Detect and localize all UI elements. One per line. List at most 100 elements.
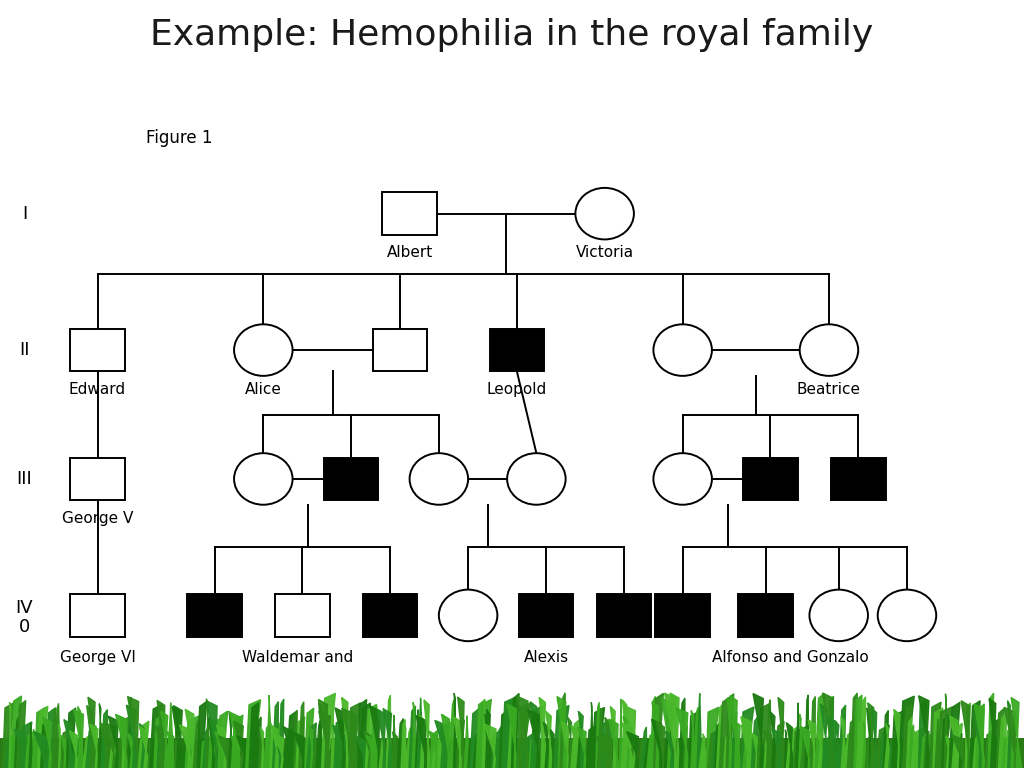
Bar <box>0 738 1024 768</box>
Polygon shape <box>880 729 887 768</box>
Text: 0: 0 <box>18 617 30 636</box>
Polygon shape <box>46 708 55 768</box>
Polygon shape <box>1011 714 1016 768</box>
Polygon shape <box>622 723 636 768</box>
Polygon shape <box>691 710 696 768</box>
Polygon shape <box>496 725 502 768</box>
Ellipse shape <box>575 188 634 240</box>
Polygon shape <box>207 701 219 768</box>
Polygon shape <box>266 695 272 768</box>
Polygon shape <box>689 711 699 768</box>
Bar <box>738 594 793 637</box>
Polygon shape <box>404 723 408 768</box>
Polygon shape <box>966 703 971 768</box>
Polygon shape <box>666 731 676 768</box>
Polygon shape <box>847 717 856 768</box>
Polygon shape <box>799 714 804 768</box>
Polygon shape <box>88 697 97 768</box>
Polygon shape <box>517 696 531 768</box>
Polygon shape <box>741 725 751 768</box>
Polygon shape <box>778 697 785 768</box>
Polygon shape <box>647 730 658 768</box>
Polygon shape <box>167 703 174 768</box>
Polygon shape <box>796 703 801 768</box>
Polygon shape <box>392 715 396 768</box>
Text: II: II <box>19 341 30 359</box>
Polygon shape <box>58 724 61 768</box>
Polygon shape <box>104 722 118 768</box>
Polygon shape <box>218 711 227 768</box>
Polygon shape <box>500 710 508 768</box>
Polygon shape <box>383 709 395 768</box>
Polygon shape <box>567 717 574 768</box>
Text: III: III <box>16 470 32 488</box>
Polygon shape <box>342 708 355 768</box>
Ellipse shape <box>653 453 712 505</box>
Polygon shape <box>259 726 262 768</box>
Text: Alice: Alice <box>245 382 282 397</box>
Polygon shape <box>231 715 243 768</box>
Polygon shape <box>185 716 199 768</box>
Polygon shape <box>357 700 367 768</box>
Polygon shape <box>139 723 147 768</box>
Polygon shape <box>172 707 182 768</box>
Polygon shape <box>571 725 581 768</box>
Polygon shape <box>517 703 530 768</box>
Polygon shape <box>786 723 795 768</box>
Polygon shape <box>128 697 132 768</box>
Polygon shape <box>287 711 297 768</box>
Polygon shape <box>544 722 552 768</box>
Polygon shape <box>805 695 809 768</box>
Polygon shape <box>506 699 513 768</box>
Polygon shape <box>815 694 824 768</box>
Polygon shape <box>256 717 261 768</box>
Polygon shape <box>650 697 655 768</box>
Text: IV: IV <box>15 599 33 617</box>
Polygon shape <box>331 700 336 768</box>
Polygon shape <box>73 737 80 768</box>
Polygon shape <box>885 723 892 768</box>
Polygon shape <box>33 730 36 768</box>
Polygon shape <box>794 727 806 768</box>
Polygon shape <box>662 697 673 768</box>
Polygon shape <box>720 697 730 768</box>
Polygon shape <box>753 694 767 768</box>
Polygon shape <box>350 710 359 768</box>
Polygon shape <box>786 727 798 768</box>
Polygon shape <box>233 721 246 768</box>
Polygon shape <box>312 731 319 768</box>
Polygon shape <box>854 695 862 768</box>
Polygon shape <box>623 700 629 768</box>
Polygon shape <box>840 705 846 768</box>
Polygon shape <box>865 733 871 768</box>
Polygon shape <box>610 707 617 768</box>
Polygon shape <box>757 703 770 768</box>
Polygon shape <box>486 710 493 768</box>
Polygon shape <box>308 726 315 768</box>
Polygon shape <box>1011 697 1022 768</box>
Bar <box>655 594 710 637</box>
Polygon shape <box>110 730 116 768</box>
Polygon shape <box>930 702 941 768</box>
Polygon shape <box>867 703 877 768</box>
Polygon shape <box>752 716 758 768</box>
Polygon shape <box>128 733 136 768</box>
Polygon shape <box>470 709 479 768</box>
Polygon shape <box>412 702 417 768</box>
Polygon shape <box>19 722 32 768</box>
Polygon shape <box>60 728 72 768</box>
Polygon shape <box>173 706 185 768</box>
Polygon shape <box>454 717 463 768</box>
Polygon shape <box>579 711 586 768</box>
Bar <box>743 458 798 500</box>
Polygon shape <box>857 720 864 768</box>
Polygon shape <box>973 733 981 768</box>
Polygon shape <box>252 732 257 768</box>
Polygon shape <box>167 731 175 768</box>
Polygon shape <box>161 711 171 768</box>
Polygon shape <box>11 696 22 768</box>
Polygon shape <box>198 701 207 768</box>
Polygon shape <box>962 700 972 768</box>
Polygon shape <box>827 696 834 768</box>
Polygon shape <box>577 723 584 768</box>
